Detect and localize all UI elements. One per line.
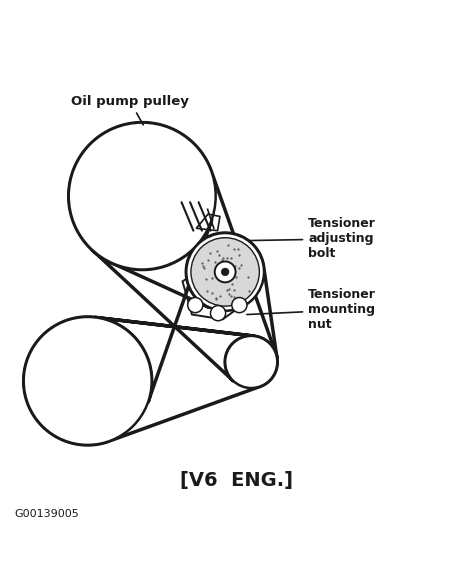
Circle shape [191, 238, 259, 306]
Circle shape [188, 298, 203, 313]
Circle shape [186, 233, 264, 311]
Circle shape [210, 306, 226, 321]
Text: Tensioner
mounting
nut: Tensioner mounting nut [247, 288, 376, 332]
Circle shape [232, 298, 247, 313]
Circle shape [221, 268, 229, 276]
Text: [V6  ENG.]: [V6 ENG.] [181, 471, 293, 490]
Circle shape [24, 317, 152, 445]
Text: Tensioner
adjusting
bolt: Tensioner adjusting bolt [237, 218, 376, 260]
Text: Oil pump pulley: Oil pump pulley [71, 95, 189, 125]
Circle shape [225, 336, 277, 388]
Circle shape [69, 122, 216, 269]
Circle shape [215, 261, 236, 282]
Text: G00139005: G00139005 [14, 509, 79, 519]
